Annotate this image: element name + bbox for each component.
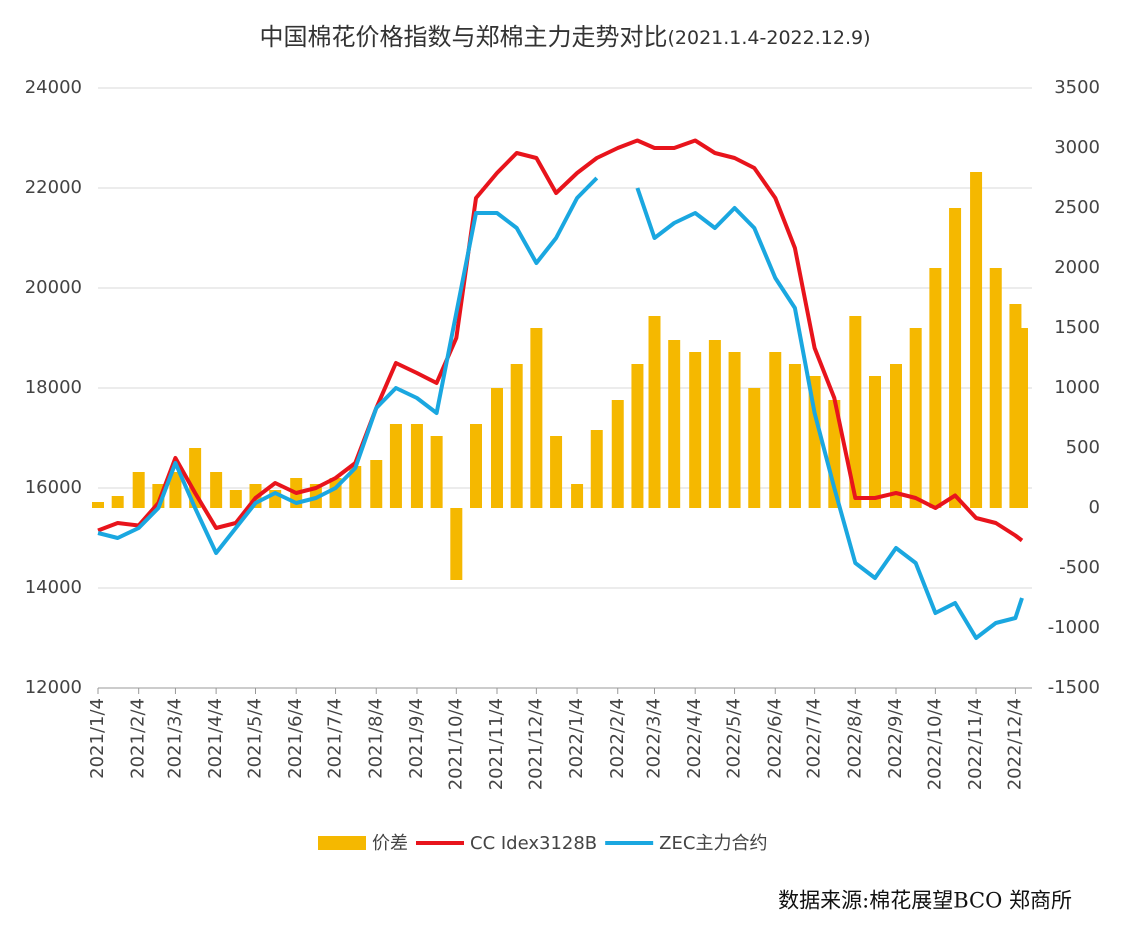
bar (389, 424, 402, 508)
bar (410, 424, 423, 508)
bar (769, 352, 782, 508)
bar (689, 352, 702, 508)
x-tick-label: 2021/7/4 (325, 698, 346, 779)
y2-tick-label: -1500 (1048, 677, 1100, 698)
bar (631, 364, 644, 508)
x-tick-label: 2022/2/4 (607, 698, 628, 779)
x-tick-label: 2022/8/4 (844, 698, 865, 779)
bar (989, 268, 1002, 508)
x-tick-label: 2022/10/4 (924, 698, 945, 790)
x-tick-label: 2021/9/4 (406, 698, 427, 779)
x-tick-label: 2021/12/4 (525, 698, 546, 790)
x-tick-label: 2021/10/4 (445, 698, 466, 790)
line (97, 138, 1024, 543)
bar (708, 340, 721, 508)
bar (450, 508, 463, 580)
subtitle: (2021.1.4-2022.12.9) (668, 27, 871, 49)
y2-tick-label: 1000 (1054, 377, 1100, 398)
legend-label: 价差 (372, 833, 408, 854)
y-tick-label: 12000 (25, 677, 82, 698)
bar (189, 448, 202, 508)
source: 数据来源:棉花展望BCO 郑商所 (778, 889, 1072, 913)
bar (611, 400, 624, 508)
x-tick-label: 2022/9/4 (885, 698, 906, 779)
bar (788, 364, 801, 508)
title: 中国棉花价格指数与郑棉主力走势对比 (260, 23, 668, 51)
line (97, 176, 1024, 640)
bar (491, 388, 503, 508)
legend-swatch (318, 836, 366, 850)
y2-tick-label: 1500 (1054, 317, 1100, 338)
bar (890, 364, 902, 508)
x-tick-label: 2021/1/4 (87, 698, 108, 779)
bar (430, 436, 443, 508)
x-tick-label: 2022/6/4 (764, 698, 785, 779)
legend-label: CC Idex3128B (470, 833, 597, 854)
bar (668, 340, 681, 508)
x-tick-label: 2021/11/4 (486, 698, 507, 790)
bar (1016, 328, 1028, 508)
bar (748, 388, 761, 508)
x-tick-label: 2022/3/4 (644, 698, 665, 779)
bar (728, 352, 741, 508)
bar (550, 436, 563, 508)
x-tick-label: 2021/3/4 (164, 698, 185, 779)
bar (949, 208, 962, 508)
x-tick-label: 2022/1/4 (566, 698, 587, 779)
bar (470, 424, 482, 508)
y2-tick-label: 3500 (1054, 77, 1100, 98)
bar (111, 496, 124, 508)
x-tick-label: 2022/12/4 (1004, 698, 1025, 790)
x-tick-label: 2022/11/4 (965, 698, 986, 790)
bar (929, 268, 942, 508)
bar (869, 376, 881, 508)
x-tick-label: 2022/4/4 (684, 698, 705, 779)
x-tick-label: 2021/8/4 (365, 698, 386, 779)
bar (849, 316, 862, 508)
x-tick-label: 2021/2/4 (128, 698, 149, 779)
x-tick-label: 2022/5/4 (724, 698, 745, 779)
y-tick-label: 14000 (25, 577, 82, 598)
x-tick-label: 2021/5/4 (245, 698, 266, 779)
y2-tick-label: -1000 (1048, 617, 1100, 638)
y2-tick-label: 3000 (1054, 137, 1100, 158)
x-tick-label: 2021/6/4 (285, 698, 306, 779)
chart-title: 中国棉花价格指数与郑棉主力走势对比(2021.1.4-2022.12.9) (260, 23, 871, 51)
bar (370, 460, 383, 508)
bar (510, 364, 523, 508)
bar (648, 316, 661, 508)
legend-label: ZEC主力合约 (659, 833, 767, 854)
bar (970, 172, 983, 508)
y2-tick-label: 0 (1089, 497, 1100, 518)
bar (229, 490, 242, 508)
x-tick-label: 2022/7/4 (804, 698, 825, 779)
y-tick-label: 16000 (25, 477, 82, 498)
bar (571, 484, 584, 508)
y-tick-label: 22000 (25, 177, 82, 198)
bar (169, 472, 182, 508)
y2-tick-label: 2500 (1054, 197, 1100, 218)
bar (808, 376, 821, 508)
bar (349, 466, 362, 508)
bar (590, 430, 603, 508)
y2-tick-label: -500 (1059, 557, 1100, 578)
y-tick-label: 20000 (25, 277, 82, 298)
y-tick-label: 18000 (25, 377, 82, 398)
bar (132, 472, 145, 508)
bar (909, 328, 922, 508)
x-tick-label: 2021/4/4 (205, 698, 226, 779)
bar (210, 472, 223, 508)
y-tick-label: 24000 (25, 77, 82, 98)
y2-tick-label: 2000 (1054, 257, 1100, 278)
bar (92, 502, 104, 508)
y2-tick-label: 500 (1066, 437, 1100, 458)
bar (530, 328, 543, 508)
